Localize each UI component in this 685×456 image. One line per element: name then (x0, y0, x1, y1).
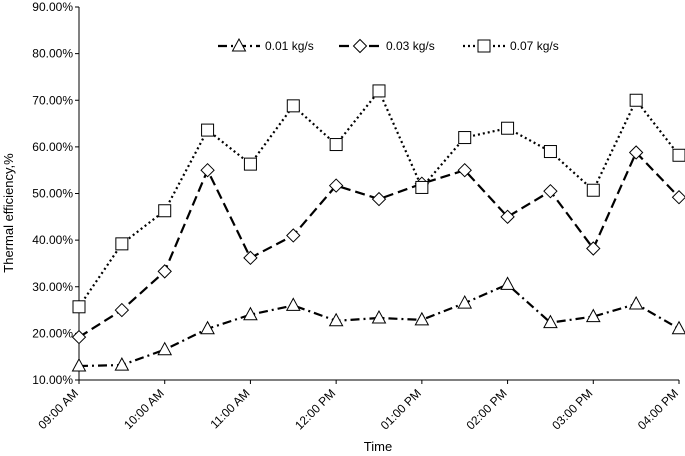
data-point (286, 228, 301, 243)
x-tick-label: 12:00 PM (292, 386, 338, 432)
data-point (371, 309, 387, 324)
data-point (243, 250, 258, 266)
y-tick-label: 50.00% (32, 187, 73, 201)
data-point (71, 357, 87, 372)
legend-label: 0.01 kg/s (265, 39, 314, 53)
x-tick-label: 11:00 AM (207, 386, 252, 431)
x-axis-title: Time (364, 439, 392, 454)
series-line (78, 150, 680, 339)
data-point (72, 300, 86, 314)
data-point (71, 329, 87, 345)
data-point (629, 93, 643, 107)
data-point (458, 131, 472, 145)
data-point (586, 183, 600, 197)
y-tick-labels: 10.00% 20.00% 30.00% 40.00% 50.00% 60.00% 70.0… (32, 0, 79, 387)
y-tick-label: 10.00% (32, 373, 73, 387)
data-point (329, 138, 343, 152)
data-point (628, 295, 644, 310)
data-point (286, 99, 300, 113)
data-point (158, 204, 172, 218)
y-tick-label: 40.00% (32, 233, 73, 247)
legend: 0.01 kg/s 0.03 kg/s 0.07 kg/s (218, 37, 559, 54)
data-point (543, 314, 558, 329)
data-point (543, 145, 557, 159)
data-point (457, 162, 472, 178)
data-point (586, 241, 601, 256)
data-point (628, 145, 644, 160)
y-tick-label: 30.00% (32, 280, 73, 294)
data-point (328, 312, 344, 327)
series-group (71, 84, 685, 372)
series-2 (72, 84, 685, 314)
series-0 (71, 276, 685, 372)
data-point (372, 84, 386, 98)
y-tick-label: 80.00% (32, 47, 73, 61)
x-tick-label: 02:00 PM (463, 386, 509, 432)
data-point (157, 264, 172, 279)
legend-marker (477, 39, 491, 53)
data-point (328, 178, 344, 193)
y-tick-label: 20.00% (32, 326, 73, 340)
data-point (543, 183, 558, 199)
data-point (114, 357, 130, 371)
y-axis-title: Thermal efficiency,% (1, 153, 16, 273)
data-point (200, 320, 215, 335)
data-point (500, 276, 515, 290)
data-point (671, 320, 685, 335)
legend-marker (231, 37, 247, 52)
data-point (585, 308, 601, 323)
legend-item: 0.01 kg/s (218, 37, 314, 53)
data-point (201, 123, 215, 137)
series-1 (71, 145, 685, 345)
data-point (200, 162, 215, 178)
data-point (285, 297, 301, 311)
x-tick-label: 04:00 PM (635, 386, 681, 432)
x-tick-labels: 09:00 AM 10:00 AM 11:00 AM 12:00 PM 01:00 PM… (35, 380, 681, 432)
legend-item: 0.07 kg/s (463, 39, 559, 53)
data-point (500, 209, 515, 225)
y-tick-label: 70.00% (32, 93, 73, 107)
data-point (457, 295, 473, 309)
data-point (243, 306, 258, 321)
y-tick-label: 90.00% (32, 0, 73, 14)
legend-label: 0.03 kg/s (386, 39, 435, 53)
data-point (157, 341, 173, 356)
series-line (78, 283, 680, 368)
x-tick-label: 09:00 AM (35, 386, 81, 432)
x-tick-label: 03:00 PM (549, 386, 595, 432)
data-point (114, 302, 130, 318)
data-point (672, 148, 685, 162)
data-point (115, 237, 129, 251)
data-point (371, 191, 387, 207)
data-point (671, 190, 685, 205)
data-point (243, 157, 257, 171)
y-tick-label: 60.00% (32, 140, 73, 154)
data-point (501, 121, 515, 135)
legend-label: 0.07 kg/s (510, 39, 559, 53)
x-tick-label: 01:00 PM (378, 386, 424, 432)
x-tick-label: 10:00 AM (121, 386, 167, 432)
data-point (414, 311, 430, 326)
legend-item: 0.03 kg/s (339, 38, 435, 54)
data-point (415, 180, 429, 194)
legend-marker (352, 38, 368, 54)
